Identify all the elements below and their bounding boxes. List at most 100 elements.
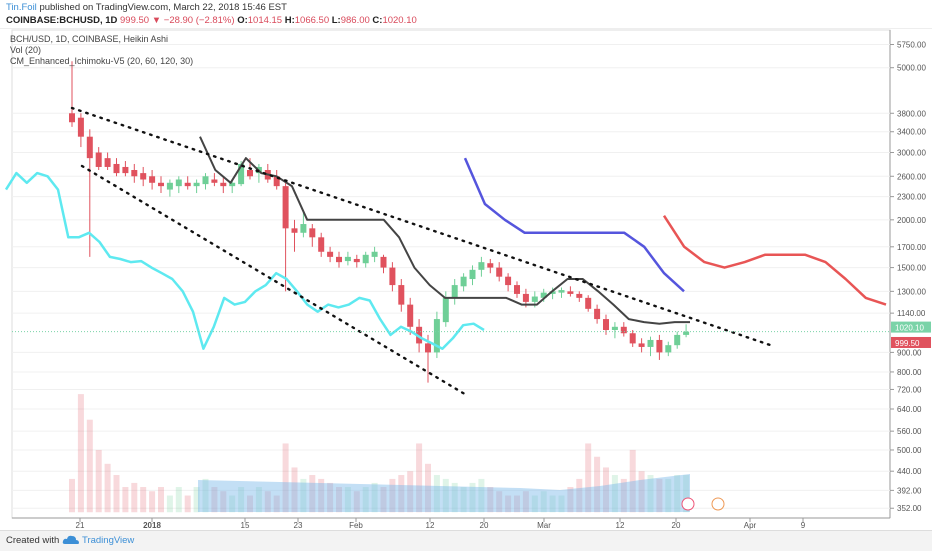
candle-body [469,269,476,280]
candle-body [336,256,342,263]
price-tag: 999.50 [895,339,920,348]
volume-bar [549,495,556,513]
x-tick-label: 15 [241,521,250,530]
y-tick-label: 5000.00 [897,64,926,73]
lower-trendline [80,164,470,398]
price-chart[interactable]: 352.00 392.00 440.00 500.00 560.00 640.00 720.… [0,28,932,530]
volume-bar [496,491,503,513]
candle-body [362,254,369,264]
candle-body [291,228,298,233]
candle-body [184,182,191,187]
upper-trendline [70,106,772,347]
legend-symbol[interactable]: BCH/USD, 1D, COINBASE, Heikin Ashi [10,34,169,44]
volume-bar [514,495,520,513]
candle-body [247,170,253,177]
event-flag-icon[interactable] [681,497,695,511]
candle-body [371,251,378,257]
volume-bar [122,487,129,513]
high-value: 1066.50 [294,15,330,26]
candle-body [665,345,672,353]
x-tick-label: 23 [294,521,303,530]
candle-body [158,182,164,187]
y-tick-label: 1300.00 [897,287,926,296]
volume-bar [380,487,387,513]
candle-body [549,291,556,294]
volume-bar [647,475,654,513]
candle-body [647,339,654,347]
y-tick-label: 3000.00 [897,149,926,158]
y-tick-label: 1500.00 [897,264,926,273]
down-arrow-icon: ▼ [151,15,162,26]
x-tick-label: Apr [744,521,757,530]
candle-body [611,326,618,330]
candle-body [175,179,182,187]
volume-bar [638,471,645,513]
volume-bar [300,478,307,513]
volume-bar [255,487,262,513]
ohlc-line: COINBASE:BCHUSD, 1D 999.50 ▼ −28.90 (−2.… [6,15,417,26]
candle-body [229,182,236,187]
y-tick-label: 800.00 [897,368,922,377]
y-tick-label: 500.00 [897,446,922,455]
legend-ichimoku[interactable]: CM_Enhanced_Ichimoku-V5 (20, 60, 120, 30… [10,56,194,66]
candle-body [656,339,663,353]
x-tick-label: 20 [480,521,489,530]
y-tick-label: 2600.00 [897,172,926,181]
author-link[interactable]: Tin.Foil [6,2,37,13]
event-icons[interactable] [681,497,725,511]
candle-body [683,331,690,335]
plot-frame [11,29,891,519]
price-change: −28.90 (−2.81%) [163,15,235,26]
volume-bar [674,475,681,513]
y-tick-label: 1700.00 [897,243,926,252]
candle-body [113,163,120,174]
volume-bar [629,449,636,513]
candle-body [318,237,325,252]
volume-bar [416,443,423,513]
volume-bar [665,478,672,513]
volume-bar [184,495,191,513]
volume-bar [585,443,592,513]
low-label: L: [331,15,341,26]
volume-bar [291,467,298,513]
tradingview-brand[interactable]: TradingView [82,535,135,546]
candle-body [603,319,609,330]
volume-bar [211,487,218,513]
event-flag-icon[interactable] [711,497,725,511]
price-tag-bg [891,321,931,333]
legend-volume[interactable]: Vol (20) [10,45,42,55]
y-tick-label: 2300.00 [897,193,926,202]
volume-bar [540,491,547,513]
candle-body [344,256,351,262]
candle-body [674,334,681,346]
candle-body [398,285,405,305]
last-price: 999.50 [120,15,150,26]
volume-bar [264,491,271,513]
y-tick-label: 3400.00 [897,128,926,137]
y-tick-label: 1140.00 [897,309,926,318]
volume-bar [656,478,663,513]
published-text: published on TradingView.com, March 22, … [39,2,287,13]
volume-bar [594,456,601,513]
volume-bar [318,478,325,513]
candle-body [496,267,503,277]
candle-body [531,296,538,302]
candle-body [629,333,636,344]
candle-body [585,297,592,309]
y-tick-label: 440.00 [897,467,922,476]
candle-body [514,285,520,294]
candle-body [309,228,316,238]
high-label: H: [284,15,295,26]
volume-bar [140,487,147,513]
volume-bar [603,467,609,513]
candle-body [567,291,574,294]
low-value: 986.00 [340,15,370,26]
volume-bar [344,487,351,513]
volume-bar [522,491,529,513]
close-value: 1020.10 [382,15,417,26]
candle-body [149,176,156,183]
red-line [662,215,887,306]
header-bar: Tin.Foil published on TradingView.com, M… [0,0,932,28]
volume-bar [77,394,84,513]
volume-bar [113,475,120,513]
